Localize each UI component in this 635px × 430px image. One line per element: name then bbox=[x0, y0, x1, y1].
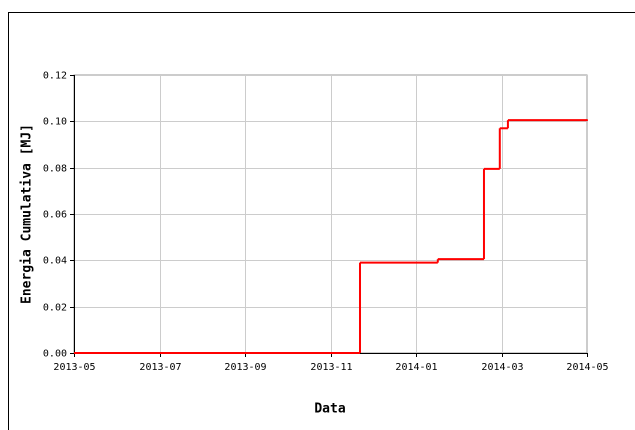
y-axis-title: Energia Cumulativa [MJ] bbox=[20, 124, 35, 304]
y-tick-label: 0.00 bbox=[43, 349, 67, 360]
y-tick-label: 0.10 bbox=[43, 117, 67, 128]
x-axis-title: Data bbox=[314, 402, 345, 417]
x-tick-label: 2014-05 bbox=[566, 362, 608, 373]
x-tick-label: 2014-01 bbox=[395, 362, 437, 373]
y-tick-label: 0.02 bbox=[43, 303, 67, 314]
x-tick-label: 2013-07 bbox=[139, 362, 181, 373]
step-end bbox=[586, 119, 588, 122]
x-tick-label: 2014-03 bbox=[481, 362, 523, 373]
x-tick-label: 2013-05 bbox=[53, 362, 95, 373]
y-tick-label: 0.12 bbox=[43, 71, 67, 82]
y-tick-label: 0.06 bbox=[43, 210, 67, 221]
y-tick-label: 0.08 bbox=[43, 164, 67, 175]
x-tick-label: 2013-11 bbox=[310, 362, 352, 373]
x-tick-label: 2013-09 bbox=[224, 362, 266, 373]
y-tick-label: 0.04 bbox=[43, 256, 67, 267]
